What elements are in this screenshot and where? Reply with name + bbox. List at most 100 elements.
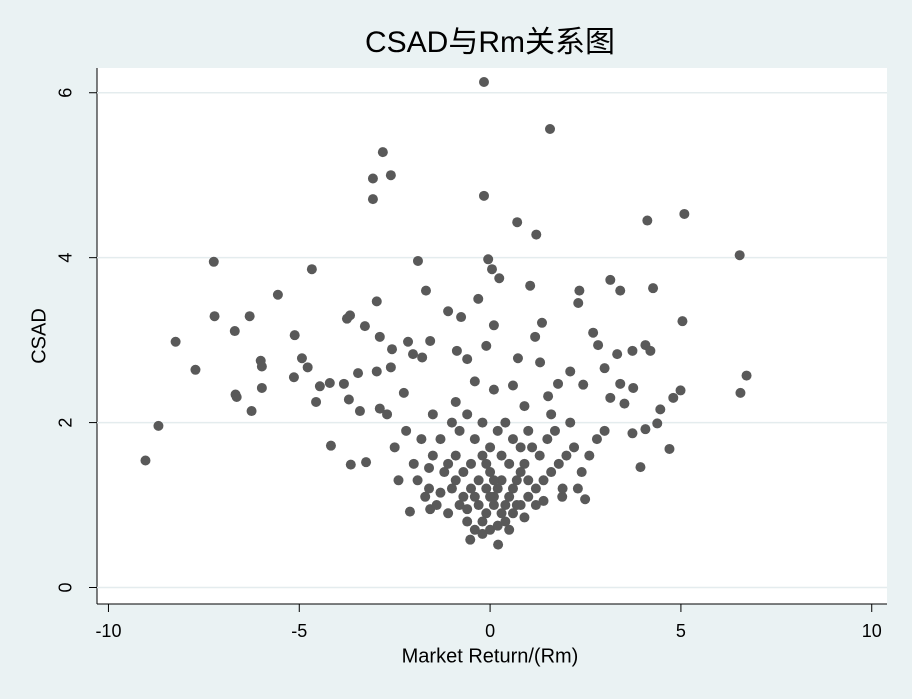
point [477, 516, 488, 527]
x-tick-label: 0 [485, 621, 495, 641]
point [553, 458, 564, 469]
chart-title: CSAD与Rm关系图 [365, 26, 615, 59]
x-tick-label: 5 [676, 621, 686, 641]
point [450, 475, 461, 486]
point [462, 409, 473, 420]
point [246, 406, 257, 417]
point [546, 409, 557, 420]
point [481, 508, 492, 519]
point [371, 366, 382, 377]
point [153, 420, 164, 431]
point [543, 391, 554, 402]
point [549, 425, 560, 436]
point [627, 428, 638, 439]
point [504, 491, 515, 502]
point [496, 450, 507, 461]
point [655, 404, 666, 415]
point [507, 434, 518, 445]
point [377, 147, 388, 158]
point [557, 483, 568, 494]
plot-area [97, 68, 887, 604]
point [599, 363, 610, 374]
point [477, 528, 488, 539]
point [398, 387, 409, 398]
point [530, 500, 541, 511]
y-tick-label: 4 [56, 253, 76, 263]
point [515, 467, 526, 478]
point [511, 500, 522, 511]
point [435, 487, 446, 498]
point [668, 392, 679, 403]
point [354, 406, 365, 417]
point [605, 274, 616, 285]
point [454, 500, 465, 511]
point [605, 392, 616, 403]
point [435, 434, 446, 445]
point [256, 382, 267, 393]
point [565, 366, 576, 377]
point [412, 475, 423, 486]
point [500, 417, 511, 428]
point [488, 320, 499, 331]
point [677, 316, 688, 327]
point [311, 396, 322, 407]
point [504, 458, 515, 469]
point [642, 215, 653, 226]
point [512, 353, 523, 364]
point [465, 534, 476, 545]
point [615, 285, 626, 296]
point [469, 434, 480, 445]
point [272, 289, 283, 300]
point [343, 394, 354, 405]
y-tick-label: 0 [56, 582, 76, 592]
point [487, 264, 497, 275]
point [635, 462, 646, 473]
point [507, 483, 518, 494]
point [511, 475, 522, 486]
point [527, 442, 538, 453]
point [519, 401, 530, 412]
point [652, 418, 663, 429]
point [523, 491, 534, 502]
y-tick-label: 2 [56, 418, 76, 428]
point [385, 362, 396, 373]
point [341, 313, 352, 324]
point [553, 378, 564, 389]
point [389, 442, 400, 453]
point [371, 296, 382, 307]
point [523, 425, 534, 436]
point [492, 425, 503, 436]
point [507, 380, 518, 391]
point [481, 340, 492, 351]
point [648, 283, 659, 294]
point [578, 379, 589, 390]
point [359, 321, 370, 332]
x-axis-label: Market Return/(Rm) [402, 645, 579, 667]
point [735, 387, 746, 398]
point [664, 443, 675, 454]
point [473, 475, 484, 486]
point [420, 285, 431, 296]
point [469, 491, 480, 502]
point [416, 434, 427, 445]
point [462, 354, 473, 365]
point [229, 326, 240, 337]
point [325, 440, 336, 451]
point [478, 77, 489, 88]
point [481, 483, 492, 494]
point [477, 417, 488, 428]
point [256, 361, 267, 372]
point [306, 264, 317, 275]
point [492, 520, 503, 531]
point [640, 424, 651, 435]
point [675, 385, 686, 396]
point [536, 317, 547, 328]
point [519, 458, 530, 469]
point [561, 450, 572, 461]
point [387, 344, 398, 355]
point [588, 327, 599, 338]
point [507, 508, 518, 519]
point [500, 500, 511, 511]
point [408, 458, 419, 469]
